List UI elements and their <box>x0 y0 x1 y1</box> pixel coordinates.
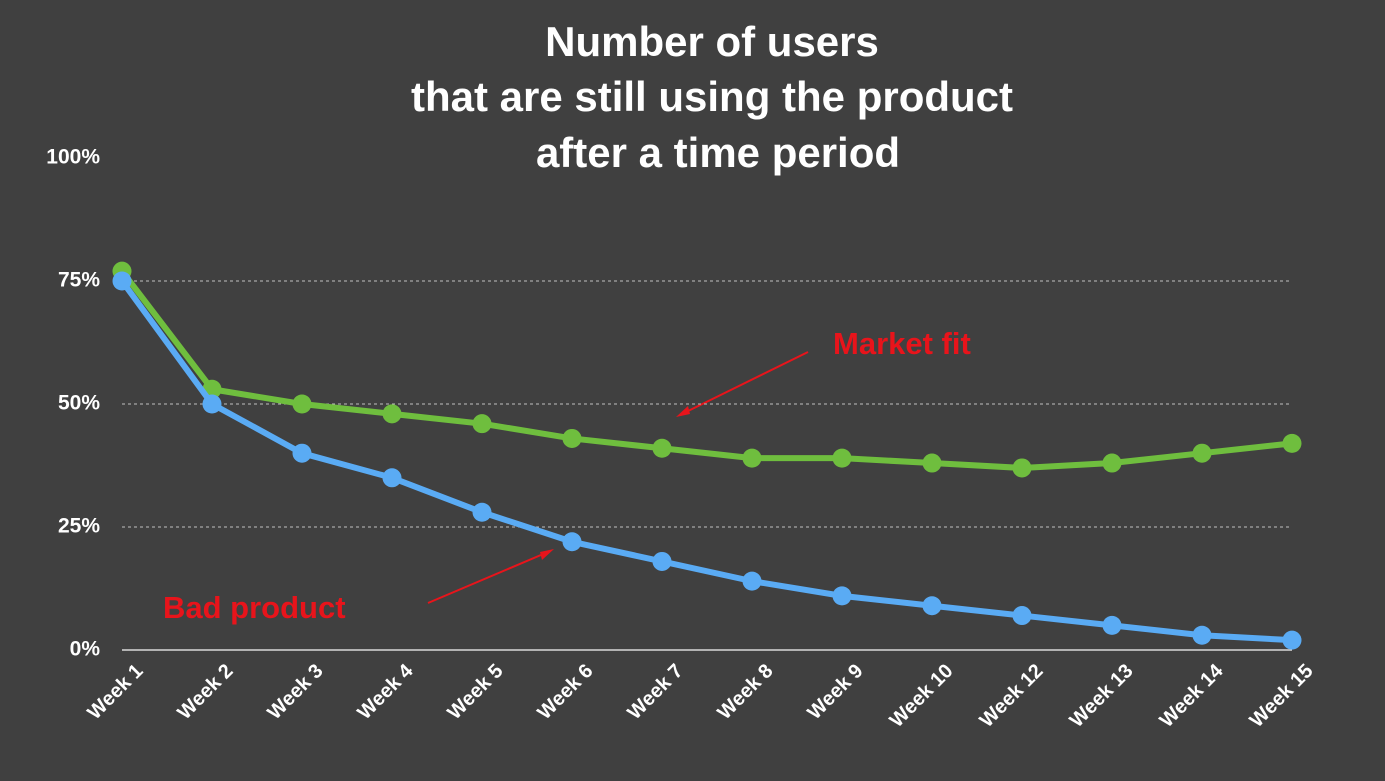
annotation-arrow <box>427 551 549 604</box>
data-point <box>292 394 312 414</box>
y-tick-label: 25% <box>58 515 100 538</box>
data-point <box>472 414 492 434</box>
data-point <box>1282 433 1302 453</box>
data-point <box>382 404 402 424</box>
data-point <box>832 448 852 468</box>
data-point <box>922 453 942 473</box>
data-point <box>1192 443 1212 463</box>
y-tick-label: 50% <box>58 392 100 415</box>
data-point <box>832 586 852 606</box>
chart-title: that are still using the product <box>411 73 1013 120</box>
data-point <box>922 596 942 616</box>
y-tick-label: 0% <box>70 638 101 661</box>
data-point <box>382 468 402 488</box>
series-label: Market fit <box>833 326 971 361</box>
series-label: Bad product <box>163 590 346 625</box>
data-point <box>1012 458 1032 478</box>
annotation-arrowhead <box>676 406 690 417</box>
annotation-arrow <box>681 351 809 415</box>
y-tick-label: 100% <box>46 146 100 169</box>
data-point <box>652 551 672 571</box>
data-point <box>112 271 132 291</box>
data-point <box>1012 606 1032 626</box>
data-point <box>1282 630 1302 650</box>
data-point <box>472 502 492 522</box>
data-point <box>562 532 582 552</box>
chart-title: Number of users <box>545 18 879 65</box>
annotation-arrowhead <box>540 549 554 560</box>
data-point <box>562 428 582 448</box>
chart-title: after a time period <box>536 129 900 176</box>
data-point <box>292 443 312 463</box>
series-line <box>119 269 1293 471</box>
data-point <box>1102 453 1122 473</box>
data-point <box>742 448 762 468</box>
series-line <box>119 279 1293 644</box>
data-point <box>1102 615 1122 635</box>
data-point <box>202 394 222 414</box>
data-point <box>652 438 672 458</box>
data-point <box>1192 625 1212 645</box>
data-point <box>742 571 762 591</box>
y-tick-label: 75% <box>58 269 100 292</box>
